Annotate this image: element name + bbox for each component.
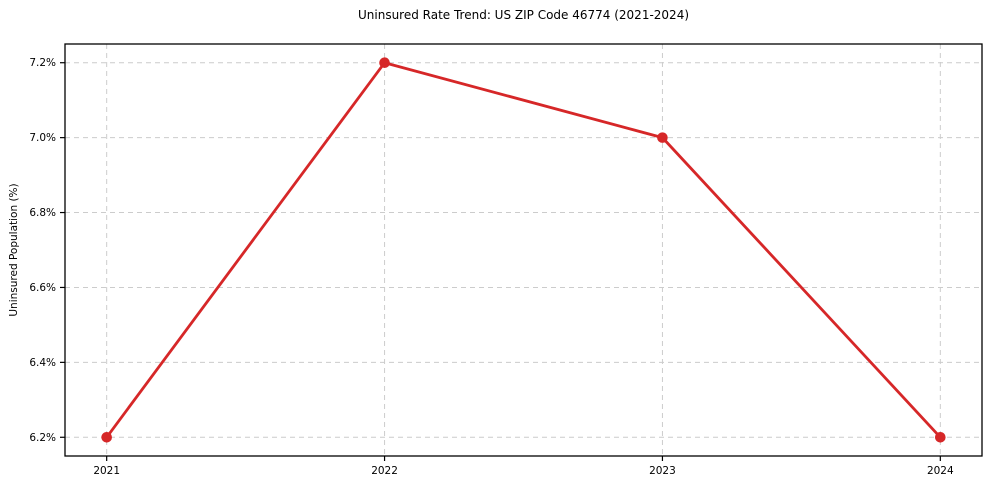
chart-title: Uninsured Rate Trend: US ZIP Code 46774 … xyxy=(357,8,690,22)
x-tick-label: 2024 xyxy=(927,465,954,477)
y-tick-label: 6.2% xyxy=(29,432,56,444)
y-tick-label: 6.6% xyxy=(29,282,56,294)
y-tick-label: 7.0% xyxy=(29,132,56,144)
trend-line xyxy=(105,61,942,439)
y-tick-label: 6.8% xyxy=(29,207,56,219)
x-tick-label: 2022 xyxy=(371,465,398,477)
data-point-marker xyxy=(379,57,390,69)
x-tick-label: 2021 xyxy=(93,465,120,477)
x-tick-label: 2023 xyxy=(649,465,676,477)
data-point-marker xyxy=(657,132,668,143)
y-tick-label: 7.2% xyxy=(29,57,56,69)
data-point-marker xyxy=(935,431,946,443)
grid-lines xyxy=(65,44,982,456)
plot-border xyxy=(64,43,983,457)
data-point-marker xyxy=(101,431,112,443)
axis-ticks: 6.2% 6.4% 6.6% 6.8% 7.0% 7.2% 2021 2022 2023 2024 xyxy=(29,57,954,477)
y-tick-label: 6.4% xyxy=(29,357,56,369)
